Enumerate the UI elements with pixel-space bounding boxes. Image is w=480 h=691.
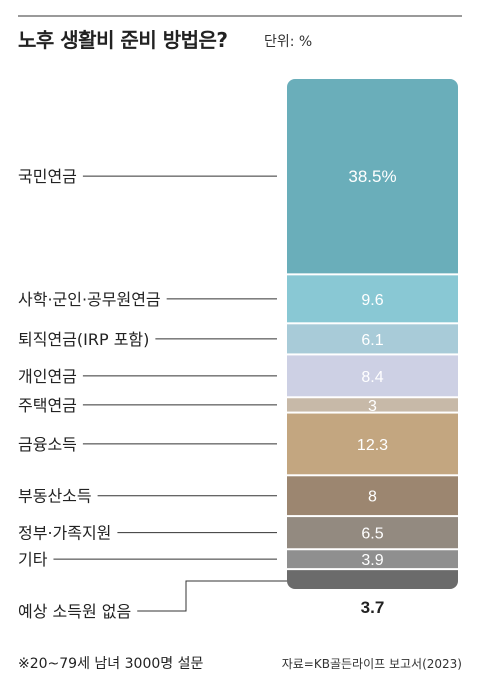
- top-rule: [18, 15, 462, 17]
- category-label: 예상 소득원 없음: [18, 602, 131, 621]
- bar-segment: [287, 517, 458, 549]
- unit-label: 단위: %: [264, 34, 313, 50]
- value-label: 6.5: [361, 526, 383, 543]
- value-label: 3.7: [361, 598, 385, 617]
- source-credit: 자료=KB골든라이프 보고서(2023): [281, 657, 462, 671]
- value-label: 9.6: [361, 292, 383, 309]
- bar-segment: [287, 355, 458, 397]
- value-label: 8.4: [361, 369, 383, 386]
- category-label: 개인연금: [18, 367, 77, 386]
- value-label: 3: [368, 398, 377, 415]
- value-label: 3.9: [361, 552, 383, 569]
- bar-segment: [287, 413, 458, 475]
- bar-segment: [287, 398, 458, 412]
- bar-segment: [287, 79, 458, 274]
- value-label: 8: [368, 489, 377, 506]
- category-label: 기타: [18, 550, 48, 569]
- chart-title: 노후 생활비 준비 방법은?: [18, 28, 228, 52]
- category-label: 주택연금: [18, 396, 77, 415]
- category-label: 부동산소득: [18, 487, 92, 506]
- bar-segment: [287, 476, 458, 516]
- value-label: 38.5%: [348, 167, 396, 186]
- category-label: 금융소득: [18, 435, 77, 454]
- bar-segment: [287, 550, 458, 569]
- bar-segment: [287, 275, 458, 323]
- bar-segment: [287, 570, 458, 589]
- footnote: ※20~79세 남녀 3000명 설문: [18, 656, 204, 672]
- category-label: 국민연금: [18, 167, 77, 186]
- value-label: 6.1: [361, 332, 383, 349]
- leader-line: [137, 580, 287, 612]
- category-label: 사학·군인·공무원연금: [18, 290, 161, 309]
- value-label: 12.3: [357, 437, 388, 454]
- category-label: 퇴직연금(IRP 포함): [18, 330, 149, 349]
- category-label: 정부·가족지원: [18, 524, 111, 543]
- bar-segment: [287, 324, 458, 354]
